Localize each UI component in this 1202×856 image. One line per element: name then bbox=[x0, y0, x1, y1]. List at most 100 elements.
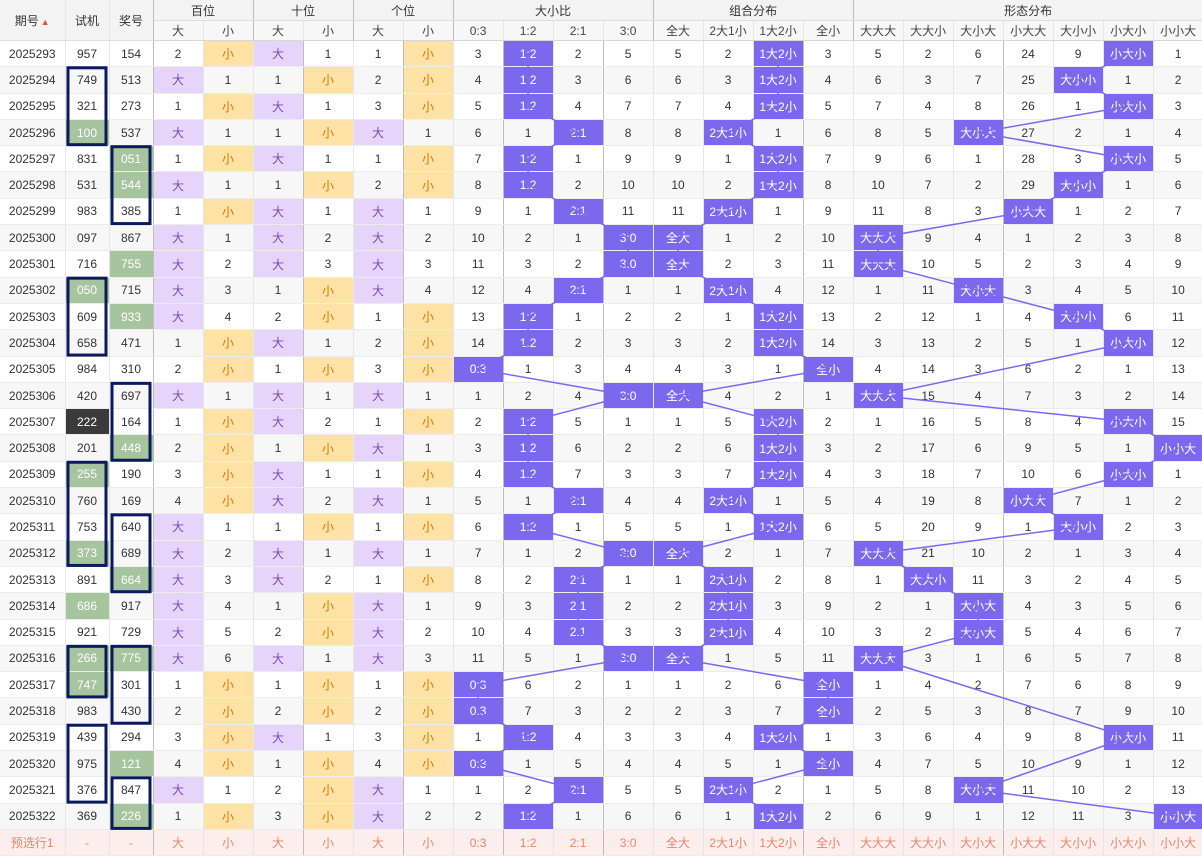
sj-cell: 831 bbox=[65, 145, 110, 173]
trend-cell: 1大2小 bbox=[753, 434, 804, 462]
trend-cell: 1 bbox=[403, 776, 454, 804]
trend-cell: 27 bbox=[1003, 119, 1054, 147]
trend-cell: 2 bbox=[703, 171, 754, 199]
trend-cell: 6 bbox=[903, 145, 954, 173]
trend-cell: 1 bbox=[553, 145, 604, 173]
trend-cell: 2 bbox=[1103, 776, 1154, 804]
trend-cell: 6 bbox=[803, 119, 854, 147]
trend-cell: 6 bbox=[953, 434, 1004, 462]
trend-cell: 6 bbox=[1053, 671, 1104, 699]
trend-cell: 4 bbox=[753, 277, 804, 304]
trend-cell: 4 bbox=[853, 487, 904, 515]
issue-cell: 2025322 bbox=[0, 803, 66, 830]
sort-icon[interactable]: ▲ bbox=[40, 16, 50, 27]
trend-cell: 小 bbox=[303, 277, 354, 304]
trend-cell: 2 bbox=[1153, 66, 1202, 94]
sj-cell: 686 bbox=[65, 592, 110, 620]
issue-cell: 2025316 bbox=[0, 645, 66, 673]
trend-cell: 9 bbox=[603, 145, 654, 173]
trend-cell: 1 bbox=[753, 198, 804, 226]
trend-cell: 2 bbox=[803, 803, 854, 830]
trend-cell: 2大1小 bbox=[703, 198, 754, 226]
trend-cell: 4 bbox=[703, 93, 754, 120]
jh-cell: 544 bbox=[109, 171, 154, 199]
trend-cell: 全大 bbox=[653, 224, 704, 252]
sj-cell: 369 bbox=[65, 803, 110, 830]
trend-cell: 1 bbox=[703, 645, 754, 673]
trend-cell: 小大小 bbox=[1103, 724, 1154, 752]
trend-cell: 3 bbox=[553, 356, 604, 383]
trend-cell: 5 bbox=[953, 250, 1004, 278]
trend-cell: 3 bbox=[1103, 540, 1154, 567]
trend-cell: 4 bbox=[1003, 303, 1054, 331]
trend-cell: 11 bbox=[453, 645, 504, 673]
trend-cell: 1 bbox=[503, 487, 554, 515]
trend-cell: 1 bbox=[253, 66, 304, 94]
trend-cell: 8 bbox=[453, 566, 504, 594]
preselect-cell[interactable]: 小 bbox=[403, 829, 454, 856]
issue-cell: 2025299 bbox=[0, 198, 66, 226]
trend-cell: 4 bbox=[603, 487, 654, 515]
trend-cell: 4 bbox=[853, 356, 904, 383]
trend-cell: 5 bbox=[1053, 434, 1104, 462]
trend-cell: 5 bbox=[553, 750, 604, 778]
trend-cell: 6 bbox=[203, 645, 254, 673]
trend-cell: 2 bbox=[153, 40, 204, 68]
trend-cell: 1 bbox=[803, 382, 854, 410]
trend-cell: 1 bbox=[903, 592, 954, 620]
trend-cell: 大大小 bbox=[903, 566, 954, 594]
trend-cell: 5 bbox=[453, 487, 504, 515]
trend-cell: 5 bbox=[953, 750, 1004, 778]
issue-cell: 2025294 bbox=[0, 66, 66, 94]
trend-cell: 2 bbox=[653, 303, 704, 331]
jh-cell: 273 bbox=[109, 93, 154, 120]
trend-cell: 小 bbox=[403, 724, 454, 752]
trend-cell: 小 bbox=[403, 697, 454, 725]
trend-cell: 9 bbox=[803, 592, 854, 620]
trend-cell: 1 bbox=[1003, 513, 1054, 541]
trend-cell: 1 bbox=[303, 540, 354, 567]
trend-cell: 1 bbox=[853, 277, 904, 304]
trend-cell: 1 bbox=[453, 382, 504, 410]
trend-cell: 3 bbox=[903, 645, 954, 673]
trend-cell: 5 bbox=[553, 408, 604, 436]
table-row: 2025310 760 169 4 小大 2 大 1 5 1 2:1 4 4 2大1小 1 5 4 19 8 小大大 7… bbox=[0, 487, 1202, 515]
trend-cell: 12 bbox=[803, 277, 854, 304]
trend-cell: 3 bbox=[653, 619, 704, 646]
trend-cell: 小大小 bbox=[1103, 40, 1154, 68]
trend-cell: 小 bbox=[403, 40, 454, 68]
trend-cell: 2 bbox=[353, 697, 404, 725]
trend-cell: 2大1小 bbox=[703, 566, 754, 594]
trend-cell: 9 bbox=[453, 198, 504, 226]
trend-cell: 3 bbox=[153, 461, 204, 489]
trend-cell: 5 bbox=[803, 487, 854, 515]
trend-cell: 8 bbox=[653, 119, 704, 147]
sj-cell: 975 bbox=[65, 750, 110, 778]
trend-cell: 1 bbox=[553, 803, 604, 830]
trend-cell: 2 bbox=[603, 303, 654, 331]
trend-cell: 4 bbox=[903, 93, 954, 120]
preselect-cell[interactable]: 全小 bbox=[803, 829, 854, 856]
trend-cell: 5 bbox=[853, 40, 904, 68]
trend-cell: 13 bbox=[1153, 356, 1202, 383]
trend-cell: 10 bbox=[453, 224, 504, 252]
trend-cell: 大 bbox=[153, 66, 204, 94]
trend-cell: 3 bbox=[203, 566, 254, 594]
trend-cell: 2 bbox=[503, 224, 554, 252]
trend-cell: 3 bbox=[753, 592, 804, 620]
trend-cell: 6 bbox=[503, 671, 554, 699]
trend-cell: 11 bbox=[953, 566, 1004, 594]
trend-cell: 5 bbox=[1153, 145, 1202, 173]
trend-cell: 3 bbox=[1103, 224, 1154, 252]
trend-cell: 5 bbox=[803, 93, 854, 120]
trend-cell: 2 bbox=[1103, 198, 1154, 226]
column-header: 大 bbox=[253, 20, 304, 41]
jh-cell: 537 bbox=[109, 119, 154, 147]
issue-header[interactable]: 期号 ▲ bbox=[0, 0, 66, 41]
trend-cell: 2大1小 bbox=[703, 619, 754, 646]
trend-cell: 10 bbox=[1153, 697, 1202, 725]
trend-cell: 1 bbox=[253, 750, 304, 778]
trend-cell: 2 bbox=[753, 224, 804, 252]
issue-cell: 2025295 bbox=[0, 93, 66, 120]
trend-cell: 3:0 bbox=[603, 224, 654, 252]
